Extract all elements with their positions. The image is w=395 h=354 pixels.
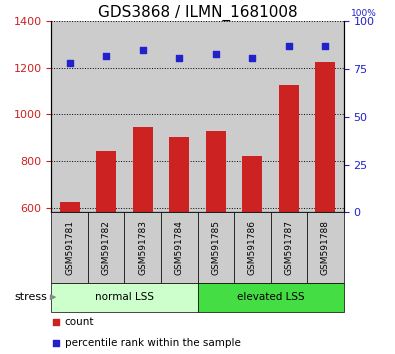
Bar (307, 21, 344, 212)
FancyBboxPatch shape (307, 212, 344, 283)
FancyBboxPatch shape (198, 212, 234, 283)
Point (176, 55, 182, 61)
Bar (242, 156, 262, 212)
Point (249, 55, 256, 61)
Point (66, 61, 73, 66)
FancyBboxPatch shape (88, 212, 124, 283)
Text: GSM591783: GSM591783 (138, 220, 147, 275)
Text: elevated LSS: elevated LSS (237, 292, 305, 302)
Text: stress: stress (15, 292, 47, 302)
Bar (51, 21, 88, 212)
Text: 100%: 100% (351, 10, 376, 18)
Bar (234, 21, 271, 212)
Text: GSM591782: GSM591782 (102, 220, 111, 275)
Bar (271, 21, 307, 212)
Point (139, 47, 146, 53)
Text: count: count (64, 317, 94, 327)
FancyBboxPatch shape (271, 212, 307, 283)
Text: GSM591781: GSM591781 (65, 220, 74, 275)
Point (322, 43, 329, 49)
Bar (161, 21, 198, 212)
FancyBboxPatch shape (51, 212, 88, 283)
Bar (96, 150, 116, 212)
FancyBboxPatch shape (161, 212, 198, 283)
Bar (124, 21, 161, 212)
Text: GSM591787: GSM591787 (284, 220, 293, 275)
FancyBboxPatch shape (124, 212, 161, 283)
FancyBboxPatch shape (198, 283, 344, 312)
Text: GSM591785: GSM591785 (211, 220, 220, 275)
FancyBboxPatch shape (51, 283, 198, 312)
Bar (206, 131, 226, 212)
Point (53, 341, 59, 346)
Text: GSM591786: GSM591786 (248, 220, 257, 275)
Bar (133, 127, 153, 212)
Point (286, 43, 292, 49)
FancyBboxPatch shape (234, 212, 271, 283)
Point (53, 319, 59, 325)
Point (213, 51, 219, 57)
Text: GSM591788: GSM591788 (321, 220, 330, 275)
Bar (60, 202, 80, 212)
Text: GSM591784: GSM591784 (175, 220, 184, 275)
Text: percentile rank within the sample: percentile rank within the sample (64, 338, 241, 348)
Bar (198, 21, 234, 212)
Bar (88, 21, 124, 212)
Bar (279, 85, 299, 212)
Point (103, 53, 109, 58)
Bar (169, 137, 189, 212)
Title: GDS3868 / ILMN_1681008: GDS3868 / ILMN_1681008 (98, 5, 297, 21)
Bar (315, 62, 335, 212)
Text: normal LSS: normal LSS (95, 292, 154, 302)
